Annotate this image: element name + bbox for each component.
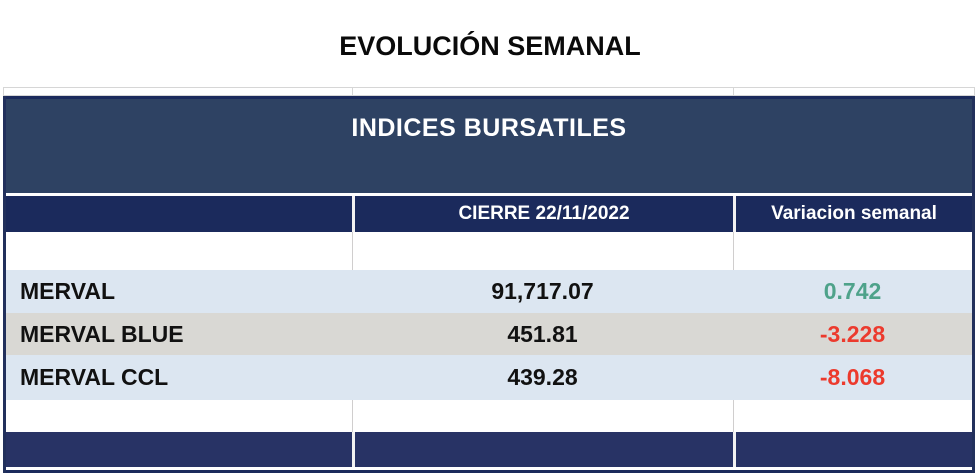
table-title: INDICES BURSATILES xyxy=(6,96,972,193)
page-title: EVOLUCIÓN SEMANAL xyxy=(339,31,641,61)
divider xyxy=(6,467,972,470)
empty-cell xyxy=(733,232,972,270)
cierre-value: 451.81 xyxy=(507,320,578,347)
footer-cell xyxy=(352,432,733,467)
column-header-index xyxy=(6,196,352,232)
table-footer-row xyxy=(6,432,972,467)
column-header-variacion: Variacion semanal xyxy=(733,196,972,232)
row-label: MERVAL BLUE xyxy=(20,320,184,347)
gridline-cell xyxy=(734,88,974,95)
next-row-top-border xyxy=(6,470,972,473)
spreadsheet-gridline-strip xyxy=(3,87,975,96)
cierre-value: 91,717.07 xyxy=(491,278,594,304)
empty-row xyxy=(6,400,972,432)
empty-cell xyxy=(6,400,352,432)
divider xyxy=(6,193,972,196)
footer-cell xyxy=(733,432,972,467)
indices-bursatiles-table: INDICES BURSATILES CIERRE 22/11/2022 Var… xyxy=(3,96,975,473)
table-row: MERVAL 91,717.07 0.742 xyxy=(6,270,972,313)
table-row: MERVAL BLUE 451.81 -3.228 xyxy=(6,313,972,355)
variation-value: -8.068 xyxy=(819,364,886,390)
row-label: MERVAL CCL xyxy=(20,364,169,390)
footer-cell xyxy=(6,432,352,467)
table-row: MERVAL CCL 439.28 -8.068 xyxy=(6,355,972,400)
variation-value: 0.742 xyxy=(823,278,882,304)
variation-value: -3.228 xyxy=(819,320,886,347)
column-header-row: CIERRE 22/11/2022 Variacion semanal xyxy=(6,196,972,232)
gridline-cell xyxy=(4,88,353,95)
empty-cell xyxy=(733,400,972,432)
empty-cell xyxy=(6,232,352,270)
empty-row xyxy=(6,232,972,270)
cierre-value: 439.28 xyxy=(507,364,578,390)
gridline-cell xyxy=(353,88,734,95)
empty-cell xyxy=(352,232,733,270)
row-label: MERVAL xyxy=(20,278,115,304)
column-header-cierre: CIERRE 22/11/2022 xyxy=(352,196,733,232)
empty-cell xyxy=(352,400,733,432)
